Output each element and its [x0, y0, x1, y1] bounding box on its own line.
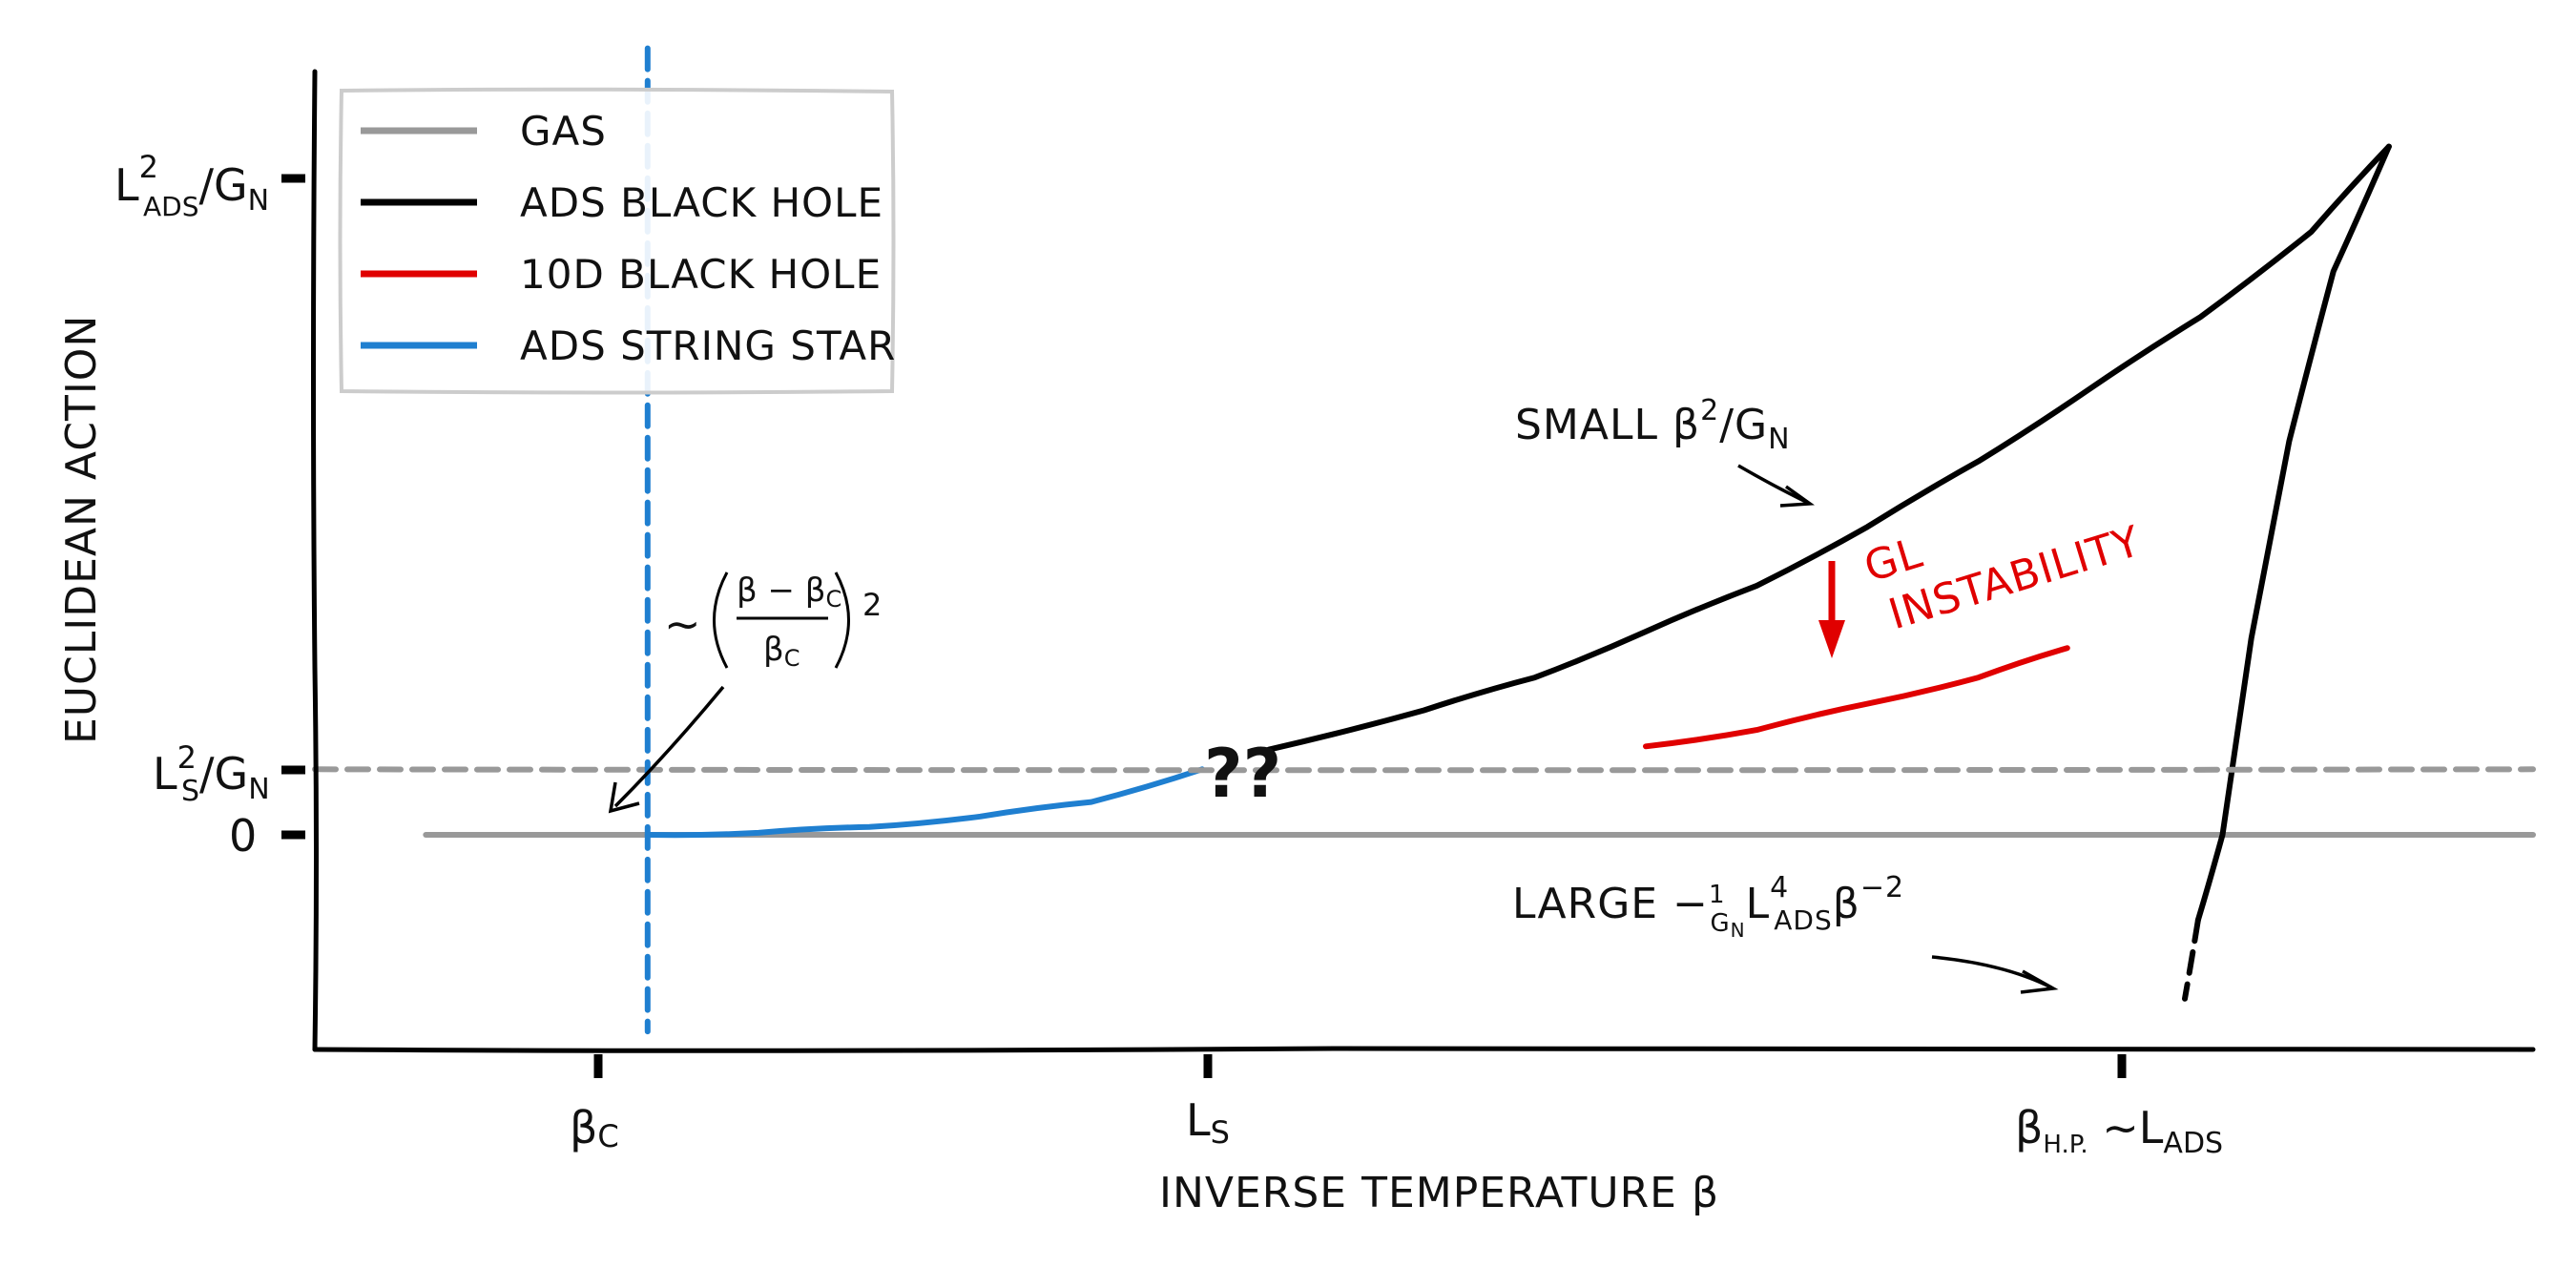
y-ticks — [281, 174, 305, 840]
legend-label-gas: GAS — [520, 108, 607, 155]
svg-text:~: ~ — [664, 598, 701, 650]
arrowhead-gl — [1818, 620, 1845, 658]
x-tick-label-betahp: βH.P. ~LADS — [2015, 1102, 2223, 1160]
series-ads-black-hole-2 — [2194, 143, 2392, 924]
arrow-small — [1737, 464, 1809, 505]
legend-frame — [338, 87, 896, 395]
arrowhead-large — [2020, 969, 2059, 994]
axes — [311, 69, 2536, 1053]
y-tick-label-zero: 0 — [229, 810, 257, 862]
svg-text:β − βC: β − βC — [737, 571, 841, 613]
series-ads-black-hole-3 — [2182, 917, 2201, 1002]
legend-label-ads: ADS BLACK HOLE — [520, 179, 883, 226]
y-axis-label: EUCLIDEAN ACTION — [57, 315, 106, 744]
legend-label-string: ADS STRING STAR — [520, 322, 896, 369]
x-tick-label-ls: LS — [1186, 1094, 1230, 1151]
series-layer — [312, 45, 2536, 1035]
series-10d-black-hole-4 — [1643, 645, 2070, 750]
approx-left-paren — [713, 571, 729, 669]
annotation-question-marks: ?? — [1204, 735, 1281, 813]
svg-text:2: 2 — [862, 587, 882, 623]
annotation-small-beta: SMALL β2/GN — [1515, 394, 1791, 456]
legend: GAS ADS BLACK HOLE 10D BLACK HOLE ADS ST… — [338, 87, 896, 395]
arrow-approx — [613, 685, 725, 808]
legend-label-10d: 10D BLACK HOLE — [520, 251, 882, 298]
arrowhead-approx — [608, 781, 640, 814]
svg-text:βC: βC — [763, 631, 800, 672]
x-tick-label-betac: βC — [570, 1102, 619, 1154]
x-axis-label: INVERSE TEMPERATURE β — [1159, 1169, 1719, 1217]
annotation-approx: ~ β − βC βC 2 — [664, 571, 882, 672]
approx-right-paren — [834, 571, 850, 669]
arrow-large — [1931, 955, 2052, 989]
x-axis — [312, 1046, 2536, 1053]
x-ticks — [593, 1054, 2127, 1078]
annotation-gl-instability: GL INSTABILITY — [1859, 517, 2147, 640]
series-ads-black-hole-1 — [1265, 143, 2392, 753]
series-reference-6 — [312, 766, 2536, 774]
arrowhead-small — [1779, 485, 1815, 508]
series-ads-string-star-5 — [644, 766, 1205, 839]
svg-text:INSTABILITY: INSTABILITY — [1883, 517, 2147, 640]
annotation-large: LARGE −1 GNL4 ADSβ−2 — [1512, 871, 1904, 942]
y-tick-label-ls: L2 S/GN — [153, 739, 270, 808]
y-axis — [311, 69, 319, 1052]
y-tick-label-lads: L2 ADS/GN — [114, 149, 269, 222]
